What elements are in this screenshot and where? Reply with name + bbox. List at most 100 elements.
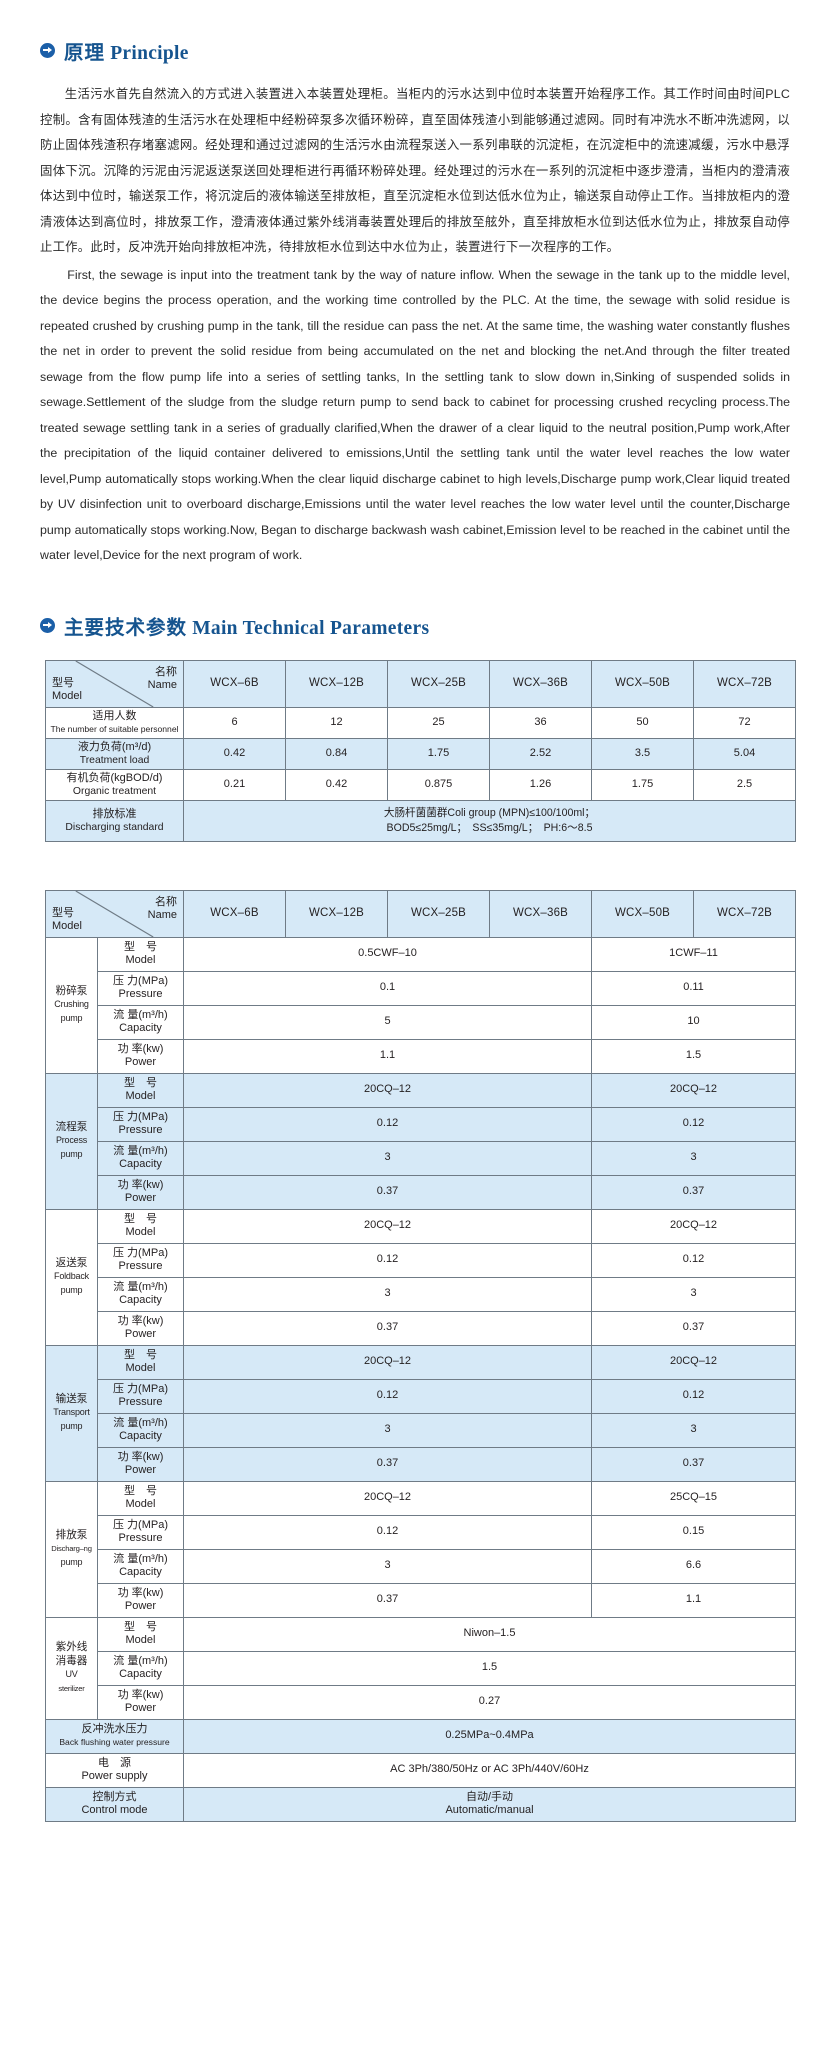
table2-cell-2-2-right: 3: [591, 1276, 796, 1312]
table-row: 流程泵 Process pump 型 号 Model 20CQ–12 20CQ–12: [45, 1072, 796, 1210]
table1-cell-2-0: 0.21: [183, 768, 286, 801]
table2-cell-2-1-left: 0.12: [183, 1242, 592, 1278]
param-label-0-2: 流 量(m³/h) Capacity: [97, 1004, 184, 1040]
param-label-4-1: 压 力(MPa) Pressure: [97, 1514, 184, 1550]
table1-cell-0-3: 36: [489, 706, 592, 739]
table1-row-label-2: 有机负荷(kgBOD/d) Organic treatment: [45, 768, 184, 801]
table-row: 返送泵 Foldback pump 型 号 Model 20CQ–12 20CQ–12: [45, 1208, 796, 1346]
table1-cell-2-2: 0.875: [387, 768, 490, 801]
param-label-2-1: 压 力(MPa) Pressure: [97, 1242, 184, 1278]
document-page: 原理 Principle 生活污水首先自然流入的方式进入装置进入本装置处理柜。当…: [40, 36, 796, 1822]
table2-model-header-5: WCX–72B: [693, 889, 796, 938]
param-label-1-2: 流 量(m³/h) Capacity: [97, 1140, 184, 1176]
param-label-3-0: 型 号 Model: [97, 1344, 184, 1380]
table2-cell-0-0-right: 1CWF–11: [591, 936, 796, 972]
table-row: 功 率(kw) Power 0.37 0.37: [46, 1310, 796, 1346]
table1-model-header-4: WCX–50B: [591, 659, 694, 708]
table1-cell-2-4: 1.75: [591, 768, 694, 801]
table2-cell-1-1-right: 0.12: [591, 1106, 796, 1142]
pump-group-label-3: 输送泵 Transport pump: [45, 1344, 98, 1482]
table2-cell-0-0-left: 0.5CWF–10: [183, 936, 592, 972]
table-row: 控制方式 Control mode 自动/手动 Automatic/manual: [45, 1786, 796, 1822]
table1-cell-1-4: 3.5: [591, 737, 694, 770]
table2-cell-0-2-left: 5: [183, 1004, 592, 1040]
table1-cell-1-3: 2.52: [489, 737, 592, 770]
power-supply-value: AC 3Ph/380/50Hz or AC 3Ph/440V/60Hz: [183, 1752, 796, 1788]
principle-paragraph-en: First, the sewage is input into the trea…: [40, 267, 790, 563]
table1-corner-model-label: 型号 Model: [52, 676, 82, 702]
table2-cell-4-3-left: 0.37: [183, 1582, 592, 1618]
param-label-4-3: 功 率(kw) Power: [97, 1582, 184, 1618]
control-mode-label: 控制方式 Control mode: [45, 1786, 184, 1822]
pump-group-label-2: 返送泵 Foldback pump: [45, 1208, 98, 1346]
parameters-heading: 主要技术参数 Main Technical Parameters: [40, 569, 790, 640]
table2-cell-3-1-right: 0.12: [591, 1378, 796, 1414]
principle-heading-text: 原理 Principle: [64, 36, 189, 65]
table-row: 流 量(m³/h) Capacity 5 10: [46, 1004, 796, 1040]
arrow-circle-icon: [40, 43, 55, 58]
table-row: 压 力(MPa) Pressure 0.1 0.11: [46, 970, 796, 1006]
param-label-1-0: 型 号 Model: [97, 1072, 184, 1108]
table-row: 排放泵 Discharg–ng pump 型 号 Model 20CQ–12 25CQ…: [45, 1480, 796, 1618]
table1-cell-0-4: 50: [591, 706, 694, 739]
table2-cell-4-0-left: 20CQ–12: [183, 1480, 592, 1516]
table-row: 流 量(m³/h) Capacity 3 3: [46, 1412, 796, 1448]
table2-cell-0-1-left: 0.1: [183, 970, 592, 1006]
power-supply-label: 电 源 Power supply: [45, 1752, 184, 1788]
table2-model-header-4: WCX–50B: [591, 889, 694, 938]
table1-header-row: 名称 Name 型号 Model WCX–6B WCX–12B WCX–25B WC…: [45, 659, 796, 708]
table2-cell-4-2-left: 3: [183, 1548, 592, 1584]
param-label-2-2: 流 量(m³/h) Capacity: [97, 1276, 184, 1312]
table-row: 压 力(MPa) Pressure 0.12 0.12: [46, 1378, 796, 1414]
table2-cell-2-3-right: 0.37: [591, 1310, 796, 1346]
table2-corner-name-label: 名称 Name: [147, 895, 177, 921]
table1-model-header-5: WCX–72B: [693, 659, 796, 708]
param-label-0-0: 型 号 Model: [97, 936, 184, 972]
table-row: 排放标准 Discharging standard 大肠杆菌菌群Coli grou…: [45, 799, 796, 842]
table2-model-header-0: WCX–6B: [183, 889, 286, 938]
table2-cell-3-2-left: 3: [183, 1412, 592, 1448]
pump-specifications-table: 名称 Name 型号 Model WCX–6B WCX–12B WCX–25B WC…: [45, 889, 796, 1822]
table-row: 电 源 Power supply AC 3Ph/380/50Hz or AC 3P…: [45, 1752, 796, 1788]
table1-model-header-3: WCX–36B: [489, 659, 592, 708]
table1-cell-1-0: 0.42: [183, 737, 286, 770]
backflush-pressure-label: 反冲洗水压力 Back flushing water pressure: [45, 1718, 184, 1754]
table2-cell-1-0-right: 20CQ–12: [591, 1072, 796, 1108]
table2-cell-0-1-right: 0.11: [591, 970, 796, 1006]
table-row: 压 力(MPa) Pressure 0.12 0.12: [46, 1106, 796, 1142]
uv-param-label-0: 型 号 Model: [97, 1616, 184, 1652]
table-row: 流 量(m³/h) Capacity 1.5: [46, 1650, 796, 1686]
parameters-title-en: Main Technical Parameters: [192, 617, 430, 639]
parameters-title-cn: 主要技术参数: [64, 617, 188, 639]
table2-cell-3-3-left: 0.37: [183, 1446, 592, 1482]
arrow-circle-icon: [40, 617, 55, 633]
param-label-4-2: 流 量(m³/h) Capacity: [97, 1548, 184, 1584]
pump-group-label-0: 粉碎泵 Crushing pump: [45, 936, 98, 1074]
table2-cell-2-0-right: 20CQ–12: [591, 1208, 796, 1244]
param-label-0-1: 压 力(MPa) Pressure: [97, 970, 184, 1006]
table2-cell-3-1-left: 0.12: [183, 1378, 592, 1414]
table-row: 压 力(MPa) Pressure 0.12 0.12: [46, 1242, 796, 1278]
table2-model-header-3: WCX–36B: [489, 889, 592, 938]
table2-cell-2-3-left: 0.37: [183, 1310, 592, 1346]
param-label-2-0: 型 号 Model: [97, 1208, 184, 1244]
control-mode-value: 自动/手动 Automatic/manual: [183, 1786, 796, 1822]
param-label-4-0: 型 号 Model: [97, 1480, 184, 1516]
pump-group-label-1: 流程泵 Process pump: [45, 1072, 98, 1210]
table-row: 功 率(kw) Power 0.37 0.37: [46, 1446, 796, 1482]
table2-cell-1-0-left: 20CQ–12: [183, 1072, 592, 1108]
table2-cell-3-3-right: 0.37: [591, 1446, 796, 1482]
table-row: 功 率(kw) Power 1.1 1.5: [46, 1038, 796, 1074]
param-label-1-1: 压 力(MPa) Pressure: [97, 1106, 184, 1142]
table-row: 压 力(MPa) Pressure 0.12 0.15: [46, 1514, 796, 1550]
table-row: 紫外线 消毒器 UV sterilizer 型 号 Model Niwon–1.5: [45, 1616, 796, 1720]
uv-cell-1: 1.5: [183, 1650, 796, 1686]
table2-cell-4-3-right: 1.1: [591, 1582, 796, 1618]
table-row: 流 量(m³/h) Capacity 3 3: [46, 1276, 796, 1312]
table1-cell-2-3: 1.26: [489, 768, 592, 801]
table1-discharging-standard-label: 排放标准 Discharging standard: [45, 799, 184, 842]
table-row: 流 量(m³/h) Capacity 3 6.6: [46, 1548, 796, 1584]
pump-specifications-table-wrapper: 名称 Name 型号 Model WCX–6B WCX–12B WCX–25B WC…: [40, 889, 796, 1822]
table-row: 反冲洗水压力 Back flushing water pressure 0.25M…: [45, 1718, 796, 1754]
table1-cell-0-1: 12: [285, 706, 388, 739]
